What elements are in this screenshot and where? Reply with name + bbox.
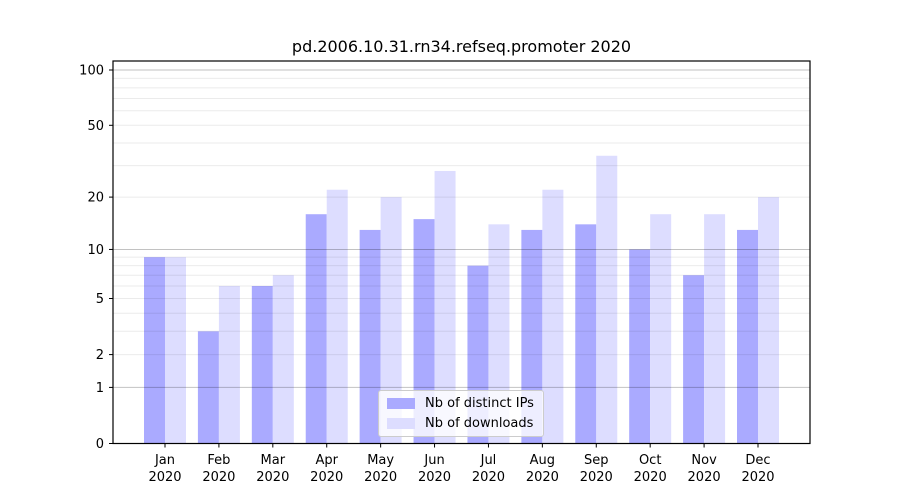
bar-downloads	[326, 189, 348, 444]
x-tick-label-year: 2020	[688, 470, 721, 485]
x-tick-label-month: Aug	[530, 453, 555, 468]
legend-swatch-distinct-ips	[387, 397, 415, 409]
x-tick-label-month: Mar	[261, 453, 286, 468]
bar-downloads	[218, 286, 240, 444]
bar-downloads	[272, 275, 294, 444]
y-tick-label: 100	[79, 63, 104, 78]
bar-distinct-ips	[144, 257, 165, 444]
y-tick-label: 10	[87, 243, 104, 258]
legend-row: Nb of downloads	[379, 416, 543, 433]
legend-swatch-downloads	[387, 418, 415, 430]
x-tick-label-year: 2020	[148, 470, 181, 485]
bar-distinct-ips	[683, 275, 705, 444]
x-tick-label-year: 2020	[418, 470, 451, 485]
bar-downloads	[757, 197, 779, 444]
legend-label-downloads: Nb of downloads	[425, 416, 534, 432]
bar-downloads	[488, 224, 510, 444]
x-tick-label-month: May	[367, 453, 394, 468]
bar-distinct-ips	[359, 229, 381, 444]
bar-downloads	[542, 189, 564, 444]
bar-downloads	[434, 170, 456, 444]
x-tick-label-year: 2020	[472, 470, 505, 485]
chart-title: pd.2006.10.31.rn34.refseq.promoter 2020	[291, 37, 632, 56]
x-tick-label-month: Dec	[745, 453, 770, 468]
y-tick-label: 1	[96, 381, 104, 396]
bar-distinct-ips	[736, 229, 758, 444]
x-tick-label-year: 2020	[364, 470, 397, 485]
bar-downloads	[165, 257, 186, 444]
y-tick-label: 2	[96, 348, 104, 363]
x-tick-label-month: Jun	[423, 453, 444, 468]
bar-distinct-ips	[629, 249, 651, 444]
y-tick-label: 0	[96, 437, 104, 452]
x-tick-label-year: 2020	[526, 470, 559, 485]
x-tick-label-month: Feb	[207, 453, 230, 468]
x-tick-label-year: 2020	[202, 470, 235, 485]
bar-distinct-ips	[575, 224, 597, 444]
bar-downloads	[704, 214, 726, 444]
x-tick-label-year: 2020	[256, 470, 289, 485]
bar-distinct-ips	[305, 214, 327, 444]
bar-distinct-ips	[251, 286, 273, 444]
x-tick-label-year: 2020	[741, 470, 774, 485]
x-tick-label-year: 2020	[310, 470, 343, 485]
x-tick-label-month: Nov	[691, 453, 717, 468]
legend-row: Nb of distinct IPs	[379, 395, 543, 412]
y-tick-label: 20	[87, 191, 104, 206]
legend: Nb of distinct IPs Nb of downloads	[378, 390, 544, 437]
y-tick-label: 5	[96, 292, 104, 307]
bar-downloads	[650, 214, 672, 444]
bar-distinct-ips	[197, 331, 219, 444]
x-tick-label-month: Jan	[154, 453, 175, 468]
x-tick-label-year: 2020	[580, 470, 613, 485]
x-tick-label-month: Jul	[480, 453, 497, 468]
plot-border	[112, 60, 811, 445]
legend-label-distinct-ips: Nb of distinct IPs	[425, 395, 534, 411]
x-tick-label-month: Apr	[315, 453, 338, 468]
bar-downloads	[596, 155, 618, 444]
bar-distinct-ips	[413, 219, 435, 444]
bar-downloads	[380, 197, 402, 444]
y-tick-label: 50	[87, 119, 104, 134]
x-tick-label-year: 2020	[634, 470, 667, 485]
x-tick-label-month: Oct	[639, 453, 661, 468]
x-tick-label-month: Sep	[584, 453, 609, 468]
